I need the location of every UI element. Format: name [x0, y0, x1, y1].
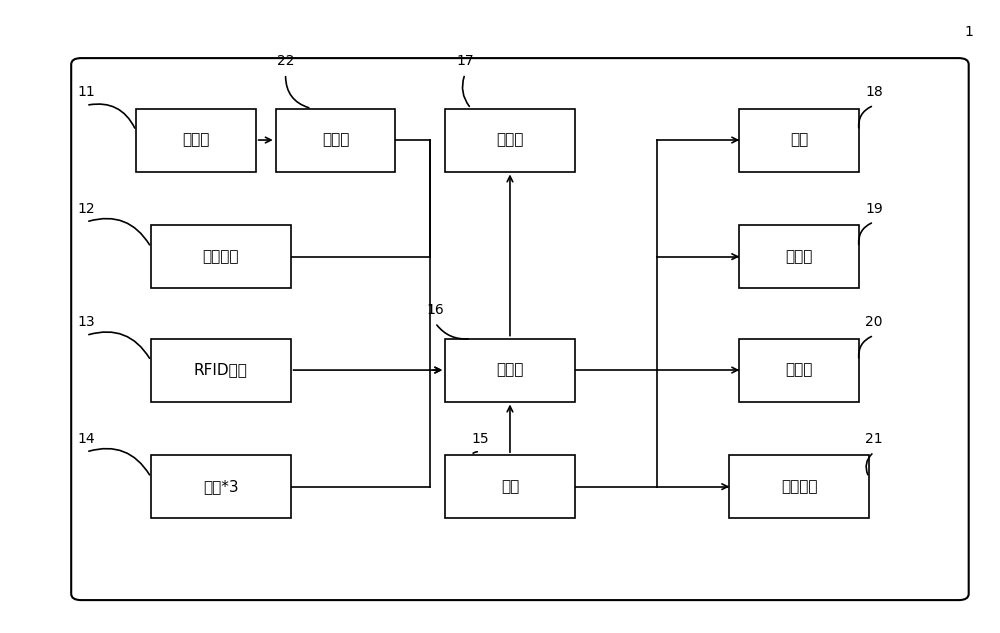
Text: 19: 19 [865, 202, 883, 216]
FancyBboxPatch shape [276, 108, 395, 172]
FancyBboxPatch shape [445, 455, 575, 518]
Text: 13: 13 [77, 315, 95, 329]
FancyBboxPatch shape [739, 225, 859, 288]
Text: 存储器: 存储器 [785, 249, 813, 264]
Text: 22: 22 [277, 54, 294, 68]
Text: 18: 18 [865, 85, 883, 99]
Text: 16: 16 [426, 303, 444, 316]
Text: 显示屏: 显示屏 [496, 132, 524, 147]
FancyBboxPatch shape [136, 108, 256, 172]
Text: 1: 1 [964, 25, 973, 39]
FancyBboxPatch shape [71, 58, 969, 600]
FancyBboxPatch shape [151, 455, 291, 518]
Text: 指纹模块: 指纹模块 [203, 249, 239, 264]
Text: 21: 21 [865, 432, 883, 446]
Text: 12: 12 [77, 202, 95, 216]
Text: 控制器: 控制器 [496, 363, 524, 377]
Text: 时钟: 时钟 [501, 479, 519, 494]
Text: 按键*3: 按键*3 [203, 479, 239, 494]
Text: 输出: 输出 [790, 132, 808, 147]
Text: 20: 20 [865, 315, 883, 329]
FancyBboxPatch shape [151, 225, 291, 288]
FancyBboxPatch shape [739, 108, 859, 172]
FancyBboxPatch shape [151, 339, 291, 401]
Text: 声光报警: 声光报警 [781, 479, 817, 494]
FancyBboxPatch shape [445, 339, 575, 401]
FancyBboxPatch shape [729, 455, 869, 518]
Text: 电磁铁: 电磁铁 [785, 363, 813, 377]
Text: 15: 15 [471, 432, 489, 446]
Text: 17: 17 [456, 54, 474, 68]
Text: RFID模块: RFID模块 [194, 363, 248, 377]
Text: 编码器: 编码器 [322, 132, 349, 147]
FancyBboxPatch shape [445, 108, 575, 172]
Text: 检测器: 检测器 [182, 132, 210, 147]
FancyBboxPatch shape [739, 339, 859, 401]
Text: 11: 11 [77, 85, 95, 99]
Text: 14: 14 [77, 432, 95, 446]
